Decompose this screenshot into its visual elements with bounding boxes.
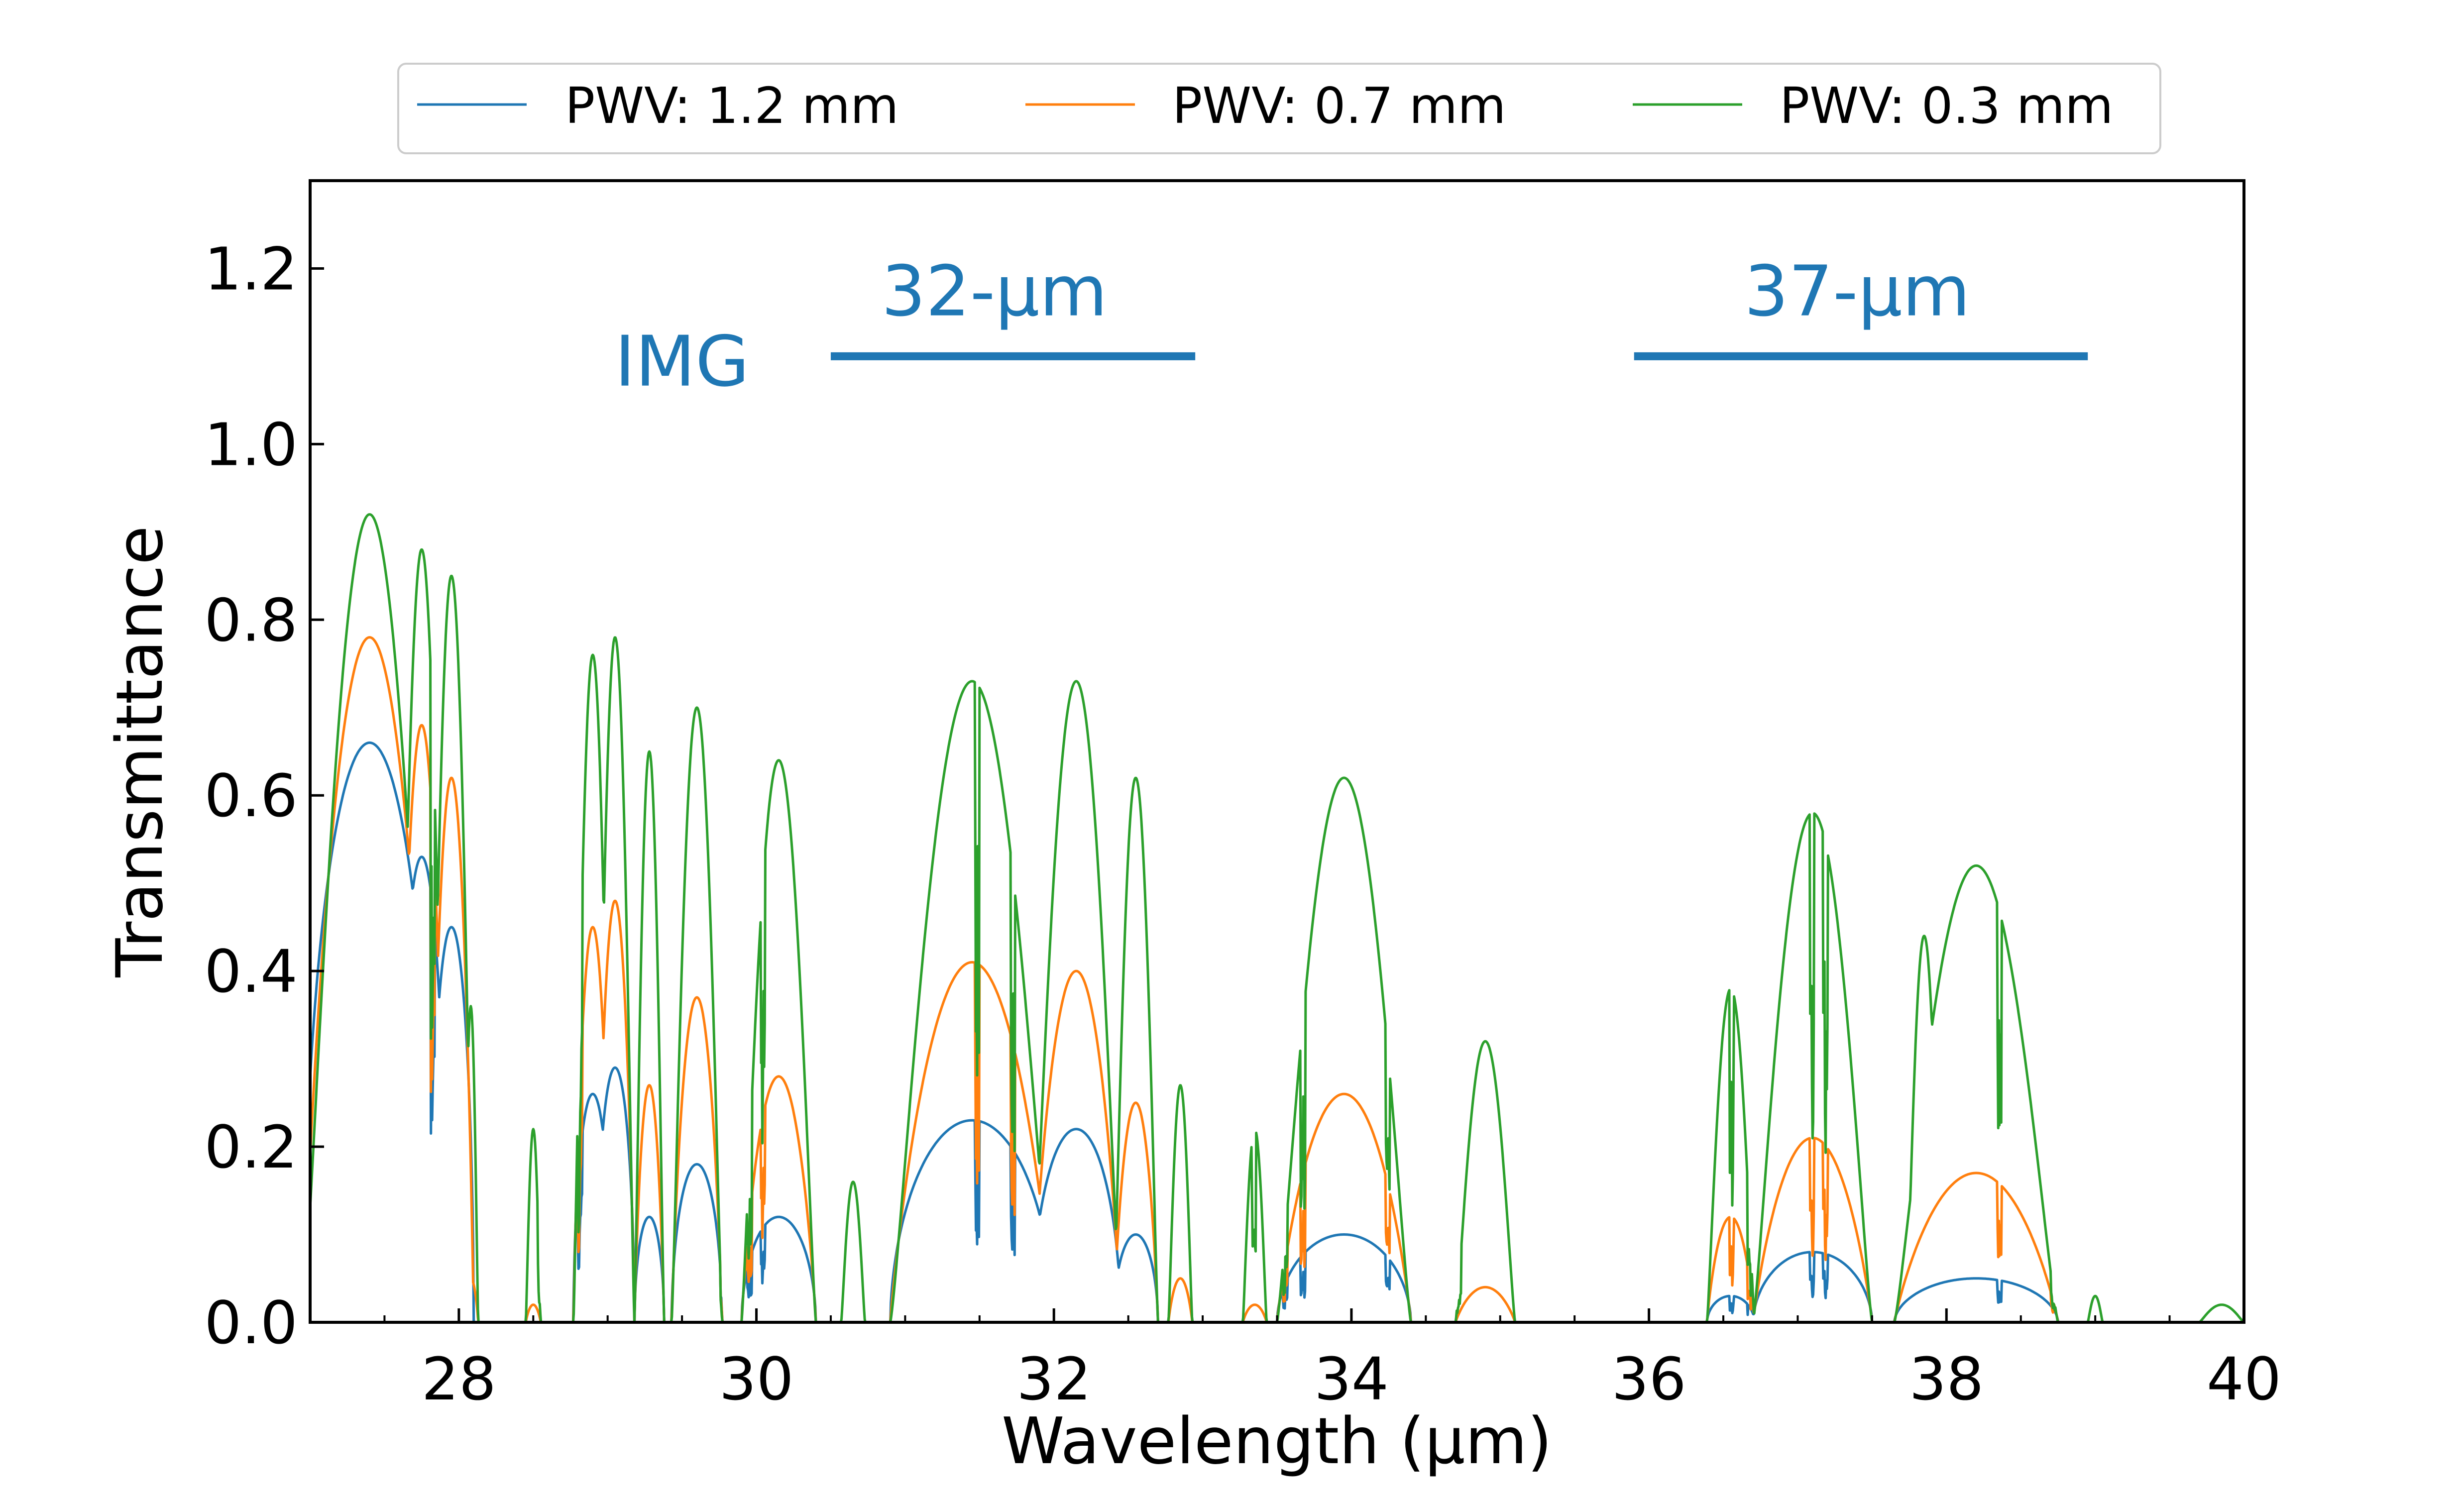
- legend-label-pwv-1-2: PWV: 1.2 mm: [565, 77, 899, 135]
- y-tick-label-0.6: 0.6: [204, 761, 298, 830]
- legend-frame: [397, 63, 2161, 154]
- y-tick-label-0.2: 0.2: [204, 1113, 298, 1181]
- y-tick-label-1: 1.0: [204, 410, 298, 479]
- y-tick-label-0.8: 0.8: [204, 586, 298, 654]
- series-layer: [309, 513, 2245, 1324]
- series-line-PWV: 1.2 mm: [309, 741, 2245, 1324]
- legend-label-pwv-0-3: PWV: 0.3 mm: [1780, 77, 2114, 135]
- annotation-37-um: 37-µm: [1744, 251, 1970, 332]
- x-tick-label-32: 32: [1016, 1345, 1091, 1413]
- x-tick-label-38: 38: [1909, 1345, 1984, 1413]
- ticks-layer: 28 30 32 34 36 38 40 0.0 0.2 0.4 0.6 0.8 1.0 1.2: [204, 234, 2281, 1413]
- x-tick-label-34: 34: [1314, 1345, 1389, 1413]
- y-tick-label-0: 0.0: [204, 1288, 298, 1357]
- x-axis-title: Wavelength (µm): [1002, 1404, 1552, 1479]
- x-tick-label-30: 30: [719, 1345, 793, 1413]
- y-tick-label-1.2: 1.2: [204, 234, 298, 303]
- annotation-img: IMG: [615, 321, 750, 403]
- y-axis-title: Transmittance: [103, 526, 177, 978]
- series-line-PWV: 0.3 mm: [309, 513, 2245, 1324]
- legend-label-pwv-0-7: PWV: 0.7 mm: [1172, 77, 1506, 135]
- x-tick-label-40: 40: [2207, 1345, 2281, 1413]
- annotation-32-um: 32-µm: [882, 251, 1108, 332]
- y-tick-label-0.4: 0.4: [204, 937, 298, 1006]
- legend: PWV: 1.2 mm PWV: 0.7 mm PWV: 0.3 mm: [397, 63, 2161, 154]
- x-tick-label-36: 36: [1612, 1345, 1686, 1413]
- x-tick-label-28: 28: [422, 1345, 496, 1413]
